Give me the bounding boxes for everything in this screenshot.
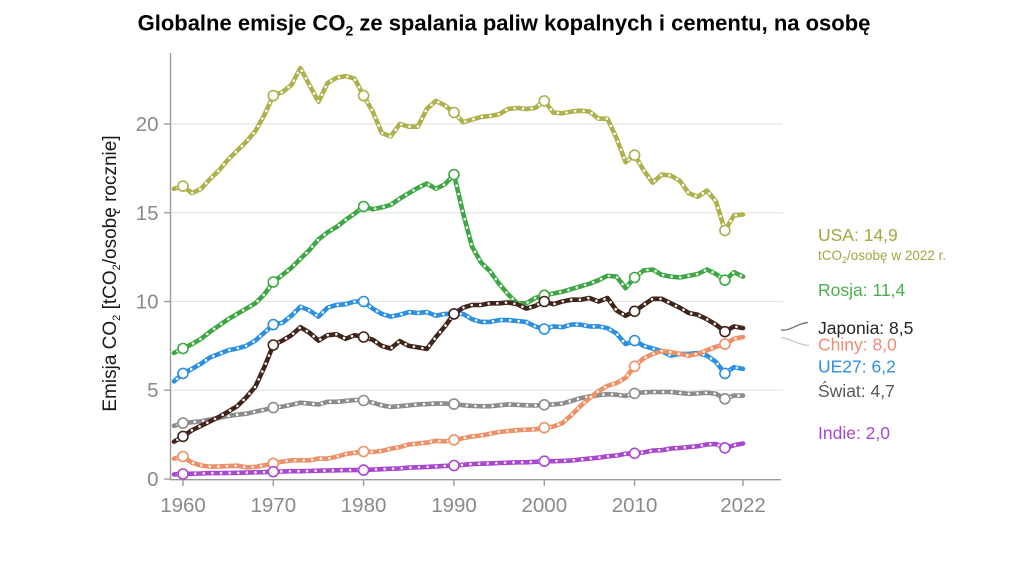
svg-text:2010: 2010 bbox=[612, 494, 658, 517]
svg-text:5: 5 bbox=[147, 379, 158, 402]
svg-text:1980: 1980 bbox=[341, 494, 387, 517]
svg-text:Globalne emisje CO2 ze spalani: Globalne emisje CO2 ze spalania paliw ko… bbox=[138, 11, 871, 39]
svg-text:Japonia: 8,5: Japonia: 8,5 bbox=[818, 318, 913, 338]
svg-text:Rosja: 11,4: Rosja: 11,4 bbox=[818, 280, 905, 300]
svg-text:1970: 1970 bbox=[250, 494, 296, 517]
svg-text:USA: 14,9: USA: 14,9 bbox=[818, 225, 898, 245]
svg-text:2000: 2000 bbox=[521, 494, 567, 517]
svg-text:10: 10 bbox=[136, 291, 159, 314]
svg-text:Świat: 4,7: Świat: 4,7 bbox=[818, 380, 895, 401]
svg-text:2022: 2022 bbox=[720, 494, 766, 517]
svg-text:Indie: 2,0: Indie: 2,0 bbox=[818, 423, 890, 443]
svg-text:1990: 1990 bbox=[431, 494, 477, 517]
svg-text:0: 0 bbox=[147, 468, 158, 491]
svg-text:1960: 1960 bbox=[160, 494, 206, 517]
svg-text:15: 15 bbox=[136, 202, 159, 225]
svg-text:20: 20 bbox=[136, 113, 159, 136]
svg-text:tCO2/osobę w 2022 r.: tCO2/osobę w 2022 r. bbox=[818, 248, 946, 265]
svg-text:Chiny: 8,0: Chiny: 8,0 bbox=[818, 335, 897, 355]
svg-text:UE27: 6,2: UE27: 6,2 bbox=[818, 357, 896, 377]
svg-text:Emisja CO2 [tCO2/osobę rocznie: Emisja CO2 [tCO2/osobę rocznie] bbox=[100, 135, 123, 411]
